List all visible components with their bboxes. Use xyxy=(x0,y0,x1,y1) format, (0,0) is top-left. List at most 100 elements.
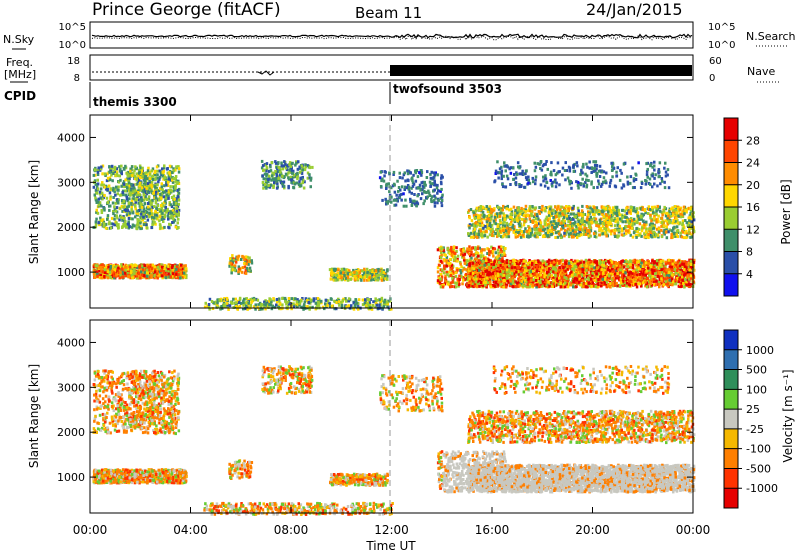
echo-cell xyxy=(175,206,179,210)
echo-cell xyxy=(181,267,185,271)
echo-cell xyxy=(136,266,139,270)
echo-cell xyxy=(133,175,137,179)
echo-cell xyxy=(406,169,409,173)
echo-cell xyxy=(656,283,660,286)
echo-cell xyxy=(386,277,389,281)
echo-cell xyxy=(466,250,470,254)
echo-cell xyxy=(643,275,646,279)
echo-cell xyxy=(128,225,131,229)
echo-cell xyxy=(177,187,181,191)
echo-cell xyxy=(306,171,310,175)
echo-cell xyxy=(165,181,168,184)
echo-cell xyxy=(133,187,136,191)
echo-cell xyxy=(425,191,428,194)
echo-cell xyxy=(483,266,486,270)
echo-cell xyxy=(160,191,164,195)
echo-cell xyxy=(444,274,447,278)
echo-cell xyxy=(177,213,180,217)
echo-cell xyxy=(174,184,177,188)
echo-cell xyxy=(332,270,335,274)
echo-cell xyxy=(147,202,150,205)
echo-cell xyxy=(580,259,583,263)
echo-cell xyxy=(146,191,150,195)
echo-cell xyxy=(240,270,244,274)
echo-cell xyxy=(421,184,425,188)
echo-cell xyxy=(157,267,161,271)
echo-cell xyxy=(170,211,173,215)
echo-cell xyxy=(117,226,120,230)
echo-cell xyxy=(137,174,140,178)
echo-cell xyxy=(430,195,434,199)
echo-cell xyxy=(162,195,166,199)
echo-cell xyxy=(481,284,485,288)
echo-cell xyxy=(95,199,98,203)
echo-cell xyxy=(538,275,541,279)
echo-cell xyxy=(390,195,393,199)
echo-cell xyxy=(124,164,127,168)
echo-cell xyxy=(463,252,467,256)
echo-cell xyxy=(113,170,116,173)
echo-cell xyxy=(469,254,472,258)
echo-cell xyxy=(638,282,642,286)
echo-cell xyxy=(122,265,126,269)
echo-cell xyxy=(135,226,138,230)
echo-cell xyxy=(172,207,176,211)
echo-cell xyxy=(264,185,267,189)
echo-cell xyxy=(128,265,132,269)
echo-cell xyxy=(100,211,104,214)
echo-cell xyxy=(639,259,642,263)
echo-cell xyxy=(141,218,144,222)
echo-cell xyxy=(525,280,528,284)
echo-cell xyxy=(375,272,378,276)
echo-cell xyxy=(105,196,109,200)
echo-cell xyxy=(113,266,117,270)
echo-cell xyxy=(265,162,269,166)
echo-cell xyxy=(392,173,395,176)
echo-cell xyxy=(265,169,268,173)
echo-cell xyxy=(456,259,459,263)
echo-cell xyxy=(109,204,112,208)
echo-cell xyxy=(394,203,398,207)
echo-cell xyxy=(372,268,375,272)
echo-cell xyxy=(484,276,487,280)
echo-cell xyxy=(277,176,280,180)
echo-cell xyxy=(561,258,564,262)
echo-cell xyxy=(170,196,174,199)
echo-cell xyxy=(175,272,178,276)
echo-cell xyxy=(248,266,252,270)
echo-cell xyxy=(678,278,681,282)
echo-cell xyxy=(484,262,488,265)
echo-cell xyxy=(120,164,123,168)
echo-cell xyxy=(155,269,159,273)
echo-cell xyxy=(158,219,161,223)
echo-cell xyxy=(537,285,540,289)
echo-cell xyxy=(476,247,480,251)
echo-cell xyxy=(538,270,542,274)
echo-cell xyxy=(334,278,337,282)
echo-cell xyxy=(448,257,452,261)
echo-cell xyxy=(440,247,443,251)
echo-cell xyxy=(484,263,488,267)
echo-cell xyxy=(171,272,175,276)
echo-cell xyxy=(651,275,654,279)
echo-cell xyxy=(665,270,668,274)
echo-cell xyxy=(478,279,481,283)
echo-cell xyxy=(442,283,445,287)
echo-cell xyxy=(438,282,442,286)
echo-cell xyxy=(113,276,116,280)
echo-cell xyxy=(616,262,619,265)
echo-cell xyxy=(356,278,360,282)
echo-cell xyxy=(119,271,122,274)
echo-cell xyxy=(268,174,271,178)
echo-cell xyxy=(675,278,679,282)
echo-cell xyxy=(92,269,96,273)
echo-cell xyxy=(478,259,481,263)
echo-cell xyxy=(419,169,423,172)
echo-cell xyxy=(402,192,405,196)
echo-cell xyxy=(636,282,639,286)
echo-cell xyxy=(475,257,478,261)
echo-cell xyxy=(506,259,509,263)
echo-cell xyxy=(173,198,176,202)
echo-cell xyxy=(152,220,155,224)
echo-cell xyxy=(416,202,420,206)
